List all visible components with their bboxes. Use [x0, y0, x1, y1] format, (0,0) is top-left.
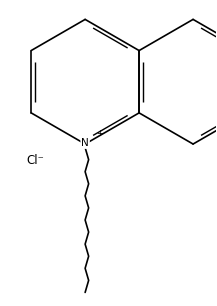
Text: N: N [81, 138, 89, 148]
Text: +: + [96, 129, 103, 138]
Text: Cl⁻: Cl⁻ [27, 154, 44, 167]
